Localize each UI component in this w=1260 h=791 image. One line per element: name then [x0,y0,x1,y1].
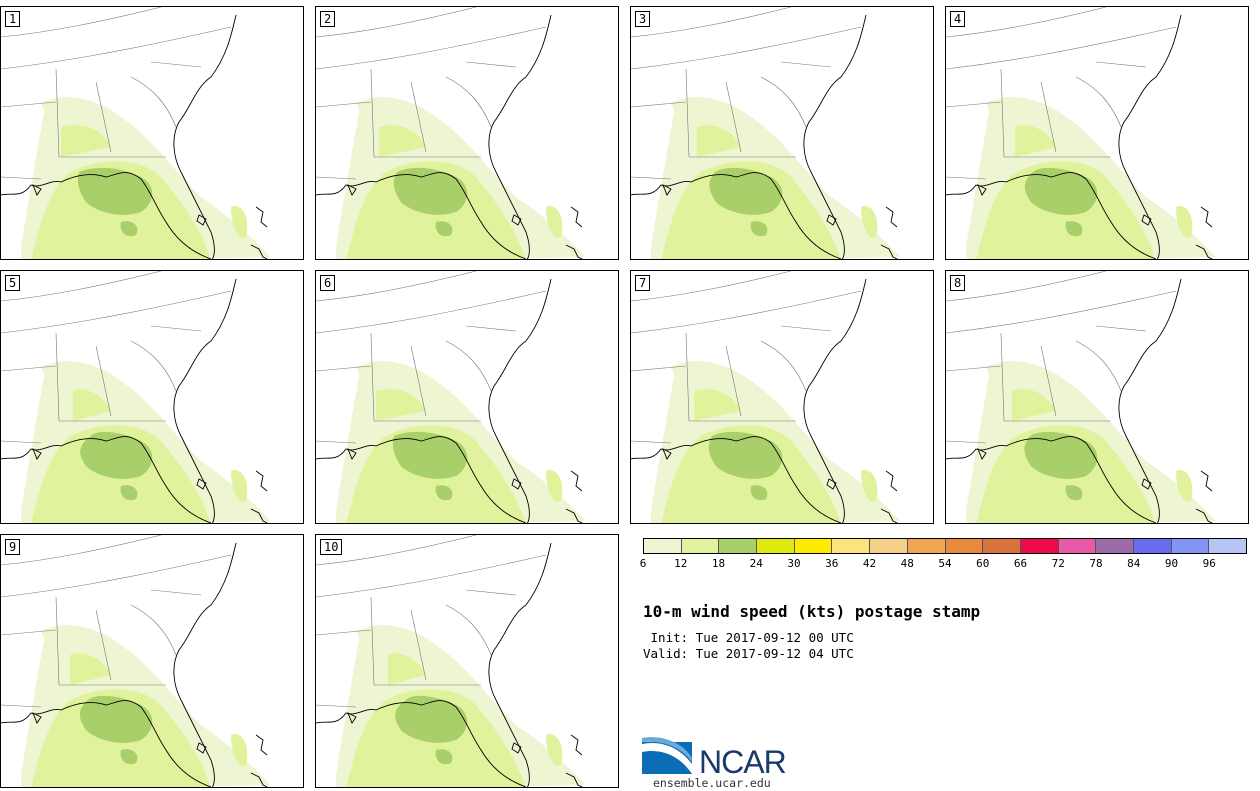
member-label: 10 [320,539,343,555]
colorbar-cell [1058,539,1097,553]
wind-shading [21,361,271,523]
ensemble-member-panel: 4 [945,6,1249,260]
ensemble-member-panel: 3 [630,6,934,260]
colorbar-cell [945,539,984,553]
wind-shading [651,97,901,259]
colorbar-tick-label: 60 [976,557,990,570]
member-label: 8 [950,275,966,291]
member-label: 5 [5,275,21,291]
colorbar-tick-label: 66 [1013,557,1028,570]
member-map [316,271,586,523]
colorbar-cell [907,539,946,553]
valid-time: Valid: Tue 2017-09-12 04 UTC [643,646,854,661]
wind-shading [336,97,586,259]
ensemble-member-panel: 5 [0,270,304,524]
member-map [631,271,901,523]
colorbar-cell [832,539,871,553]
colorbar-tick-label: 18 [711,557,726,570]
wind-shading [966,97,1216,259]
wind-shading [21,625,271,787]
wind-shading [21,97,271,259]
ensemble-member-panel: 7 [630,270,934,524]
member-label: 3 [635,11,651,27]
colorbar-tick-label: 12 [674,557,688,570]
ensemble-member-panel: 2 [315,6,619,260]
colorbar-tick-label: 72 [1051,557,1065,570]
member-map [1,271,271,523]
colorbar-cell [1133,539,1172,553]
colorbar-cell [644,539,682,553]
ensemble-member-panel: 10 [315,534,619,788]
colorbar-tick-label: 78 [1089,557,1103,570]
colorbar-cell [1096,539,1134,553]
member-label: 4 [950,11,966,27]
ncar-logo-icon [642,737,692,774]
ensemble-member-panel: 1 [0,6,304,260]
ensemble-member-panel: 9 [0,534,304,788]
ncar-logo-text: NCAR [699,744,787,780]
member-map [946,271,1216,523]
colorbar-tick-label: 90 [1164,557,1179,570]
colorbar-tick-label: 42 [862,557,877,570]
member-map [631,7,901,259]
colorbar-tick-label: 54 [938,557,952,570]
wind-shading [966,361,1216,523]
colorbar-cell [1171,539,1210,553]
colorbar-cell [1209,539,1246,553]
colorbar-legend: 6 12 18 24 30 36 42 48 54 60 66 72 78 84 90 96 [639,538,1247,578]
site-url: ensemble.ucar.edu [653,776,771,790]
ensemble-member-panel: 8 [945,270,1249,524]
wind-shading [336,625,586,787]
member-label: 2 [320,11,336,27]
member-label: 1 [5,11,21,27]
ensemble-member-panel: 6 [315,270,619,524]
wind-shading [651,361,901,523]
colorbar-tick-label: 24 [749,557,763,570]
init-time: Init: Tue 2017-09-12 00 UTC [643,630,854,645]
member-map [1,7,271,259]
member-map [1,535,271,787]
colorbar-tick-label: 84 [1127,557,1141,570]
colorbar-tick-label: 6 [639,557,647,570]
colorbar-cell [870,539,908,553]
colorbar-tick-label: 36 [825,557,839,570]
colorbar [643,538,1247,554]
colorbar-cell [1020,539,1059,553]
wind-shading [336,361,586,523]
member-label: 6 [320,275,336,291]
colorbar-cell [794,539,833,553]
member-map [946,7,1216,259]
colorbar-cell [719,539,758,553]
colorbar-cell [757,539,795,553]
colorbar-tick-label: 30 [787,557,801,570]
colorbar-tick-label: 48 [900,557,914,570]
colorbar-cell [681,539,720,553]
figure-title: 10-m wind speed (kts) postage stamp [643,602,981,621]
colorbar-cell [983,539,1021,553]
member-map [316,535,586,787]
member-map [316,7,586,259]
member-label: 7 [635,275,651,291]
member-label: 9 [5,539,21,555]
colorbar-tick-label: 96 [1202,557,1216,570]
